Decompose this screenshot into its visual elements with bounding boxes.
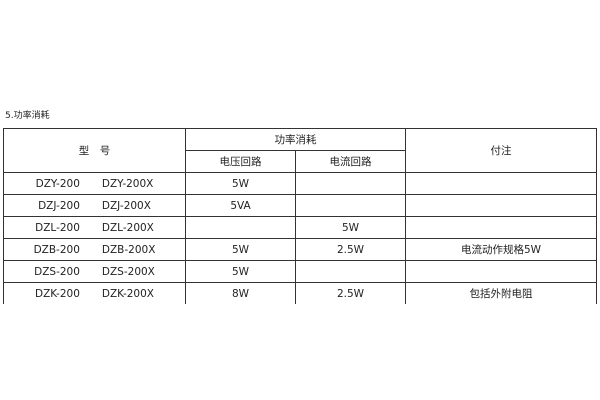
- voltage-cell: 5W: [185, 260, 296, 283]
- model-cell: DZK-200 DZK-200X: [3, 282, 186, 304]
- current-cell: 2.5W: [295, 238, 406, 261]
- model-cell: DZL-200 DZL-200X: [3, 216, 186, 239]
- header-model: 型 号: [3, 128, 186, 173]
- table-row: DZK-200 DZK-200X 8W 2.5W 包括外附电阻: [3, 282, 597, 304]
- voltage-cell: [185, 216, 296, 239]
- current-cell: 2.5W: [295, 282, 406, 304]
- note-cell: [405, 260, 597, 283]
- model-cell: DZY-200 DZY-200X: [3, 172, 186, 195]
- note-cell: [405, 172, 597, 195]
- header-power: 功率消耗: [185, 128, 406, 151]
- voltage-cell: 8W: [185, 282, 296, 304]
- model-b: DZS-200X: [101, 265, 155, 278]
- section-title: 5.功率消耗: [5, 111, 50, 121]
- model-b: DZY-200X: [101, 177, 154, 190]
- model-a: DZK-200: [35, 287, 80, 300]
- note-cell: 包括外附电阻: [405, 282, 597, 304]
- voltage-cell: 5W: [185, 238, 296, 261]
- model-cell: DZB-200 DZB-200X: [3, 238, 186, 261]
- model-b: DZJ-200X: [101, 199, 151, 212]
- note-cell: [405, 194, 597, 217]
- voltage-cell: 5W: [185, 172, 296, 195]
- table-row: DZS-200 DZS-200X 5W: [3, 260, 597, 283]
- power-consumption-table: 型 号 功率消耗 付注 电压回路 电流回路 DZY-200 DZY-200X 5W D…: [3, 128, 597, 304]
- model-b: DZK-200X: [101, 287, 154, 300]
- voltage-cell: 5VA: [185, 194, 296, 217]
- table-row: DZJ-200 DZJ-200X 5VA: [3, 194, 597, 217]
- current-cell: 5W: [295, 216, 406, 239]
- note-cell: 电流动作规格5W: [405, 238, 597, 261]
- model-a: DZJ-200: [38, 199, 80, 212]
- table-row: DZB-200 DZB-200X 5W 2.5W 电流动作规格5W: [3, 238, 597, 261]
- model-cell: DZS-200 DZS-200X: [3, 260, 186, 283]
- model-a: DZS-200: [34, 265, 80, 278]
- model-a: DZB-200: [33, 243, 80, 256]
- header-voltage-circuit: 电压回路: [185, 150, 296, 173]
- header-row: 型 号 功率消耗 付注: [3, 128, 597, 173]
- model-b: DZB-200X: [101, 243, 156, 256]
- model-a: DZY-200: [35, 177, 80, 190]
- model-cell: DZJ-200 DZJ-200X: [3, 194, 186, 217]
- model-b: DZL-200X: [101, 221, 154, 234]
- header-current-circuit: 电流回路: [295, 150, 406, 173]
- table-row: DZL-200 DZL-200X 5W: [3, 216, 597, 239]
- current-cell: [295, 172, 406, 195]
- current-cell: [295, 260, 406, 283]
- current-cell: [295, 194, 406, 217]
- model-a: DZL-200: [35, 221, 80, 234]
- note-cell: [405, 216, 597, 239]
- table-row: DZY-200 DZY-200X 5W: [3, 172, 597, 195]
- header-note: 付注: [405, 128, 597, 173]
